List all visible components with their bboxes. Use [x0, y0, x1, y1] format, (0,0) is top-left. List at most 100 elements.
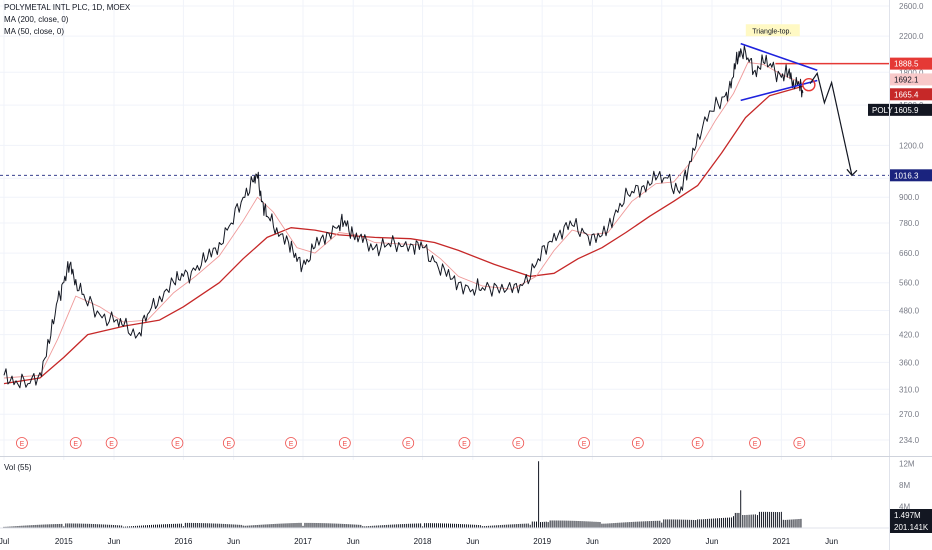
- target-price-label: 1016.3: [894, 171, 919, 180]
- time-axis: Jul 2015 Jun 2016 Jun 2017 Jun 2018 Jun 2019 Jun 20…: [0, 537, 838, 546]
- last-volume-label: 1.497M: [894, 511, 921, 520]
- earnings-marker: [631, 437, 644, 449]
- ma50-price-label-bg: [890, 73, 932, 86]
- earnings-marker: [458, 437, 471, 449]
- earnings-marker-label: E: [516, 441, 521, 448]
- volume-tick-label: 12M: [899, 459, 915, 468]
- earnings-marker-label: E: [227, 441, 232, 448]
- y-tick-label: 560.0: [899, 279, 920, 288]
- earnings-marker-label: E: [175, 441, 180, 448]
- y-tick-label: 1800.0: [899, 68, 924, 77]
- axis-divider: [889, 0, 890, 550]
- ma50-price-label: 1692.1: [894, 75, 919, 84]
- x-tick-label: 2015: [55, 537, 73, 546]
- earnings-marker: [338, 437, 351, 449]
- earnings-marker: [793, 437, 806, 449]
- x-tick-label: 2021: [772, 537, 790, 546]
- avg-volume-label: 201.141K: [894, 523, 929, 532]
- y-tick-label: 2600.0: [899, 2, 924, 11]
- target-price-label-bg: [890, 169, 932, 182]
- volume-bars: [0, 461, 889, 529]
- earnings-marker: [171, 437, 184, 449]
- earnings-marker: [222, 437, 235, 449]
- resistance-price-label: 1888.5: [894, 60, 919, 69]
- pattern-label: Triangle-top.: [752, 28, 791, 35]
- x-tick-label: 2016: [174, 537, 192, 546]
- ma50-series: [3, 62, 804, 379]
- y-tick-label: 900.0: [899, 193, 920, 202]
- ma200-series: [3, 85, 804, 385]
- chart-title[interactable]: POLYMETAL INTL PLC, 1D, MOEX: [4, 3, 131, 12]
- earnings-marker-label: E: [797, 441, 802, 448]
- ma200-price-label: 1665.4: [894, 90, 919, 99]
- y-tick-label: 660.0: [899, 249, 920, 258]
- x-tick-label: Jul: [0, 537, 9, 546]
- x-tick-label: Jun: [706, 537, 719, 546]
- ticker-label-bg: [868, 103, 890, 116]
- ma50-line: [3, 62, 804, 379]
- x-tick-label: Jun: [466, 537, 479, 546]
- y-tick-label: 270.0: [899, 410, 920, 419]
- earnings-marker-label: E: [406, 441, 411, 448]
- triangle-pattern: Triangle-top.: [740, 24, 818, 102]
- y-tick-label: 234.0: [899, 436, 920, 445]
- earnings-marker-label: E: [753, 441, 758, 448]
- earnings-marker: [285, 437, 297, 449]
- earnings-marker: [512, 437, 525, 449]
- earnings-marker-label: E: [343, 441, 348, 448]
- y-tick-label: 1200.0: [899, 141, 924, 150]
- breakdown-circle: [802, 78, 816, 92]
- earnings-marker-label: E: [73, 441, 78, 448]
- ma200-price-label-bg: [890, 88, 932, 101]
- last-volume-label-bg: [890, 509, 932, 521]
- chart-grid: [0, 0, 889, 460]
- earnings-marker: [69, 437, 82, 449]
- earnings-marker-label: E: [582, 441, 587, 448]
- earnings-marker-label: E: [636, 441, 641, 448]
- projection-path: [809, 71, 858, 177]
- projection-arrowhead: [846, 168, 858, 177]
- y-tick-label: 310.0: [899, 385, 920, 394]
- earnings-marker: [105, 437, 118, 449]
- last-price-label: 1605.9: [894, 106, 919, 115]
- earnings-marker-label: E: [20, 441, 25, 448]
- lower-trendline: [740, 79, 818, 102]
- earnings-marker-label: E: [695, 441, 700, 448]
- y-tick-label: 780.0: [899, 219, 920, 228]
- x-tick-label: 2020: [653, 537, 671, 546]
- volume-legend[interactable]: Vol (55): [4, 463, 32, 472]
- x-tick-label: 2019: [533, 537, 551, 546]
- earnings-marker-label: E: [289, 441, 294, 448]
- resistance-price-label-bg: [890, 57, 932, 70]
- x-tick-label: Jun: [227, 537, 240, 546]
- x-tick-label: Jun: [825, 537, 838, 546]
- ticker-label: POLY: [872, 106, 893, 115]
- x-tick-label: 2018: [414, 537, 432, 546]
- pattern-label-bg: [745, 24, 800, 37]
- volume-tick-label: 8M: [899, 481, 910, 490]
- earnings-marker: [691, 437, 704, 449]
- y-tick-label: 360.0: [899, 358, 920, 367]
- y-tick-label: 2200.0: [899, 32, 924, 41]
- earnings-marker: [749, 437, 761, 449]
- earnings-marker: [578, 437, 590, 449]
- avg-volume-label-bg: [890, 521, 932, 533]
- upper-trendline: [740, 42, 818, 72]
- ma50-legend[interactable]: MA (50, close, 0): [4, 27, 65, 36]
- pane-divider[interactable]: [0, 456, 932, 457]
- volume-tick-label: 4M: [899, 502, 910, 511]
- last-price-label-bg: [890, 103, 932, 116]
- x-tick-label: Jun: [108, 537, 121, 546]
- x-tick-label: Jun: [347, 537, 360, 546]
- ma200-legend[interactable]: MA (200, close, 0): [4, 15, 69, 24]
- x-tick-label: 2017: [294, 537, 312, 546]
- projection-line: [809, 71, 853, 176]
- earnings-marker-label: E: [109, 441, 114, 448]
- ma200-line: [3, 85, 804, 385]
- price-series: [3, 45, 804, 389]
- y-tick-label: 480.0: [899, 307, 920, 316]
- price-line: [3, 45, 804, 389]
